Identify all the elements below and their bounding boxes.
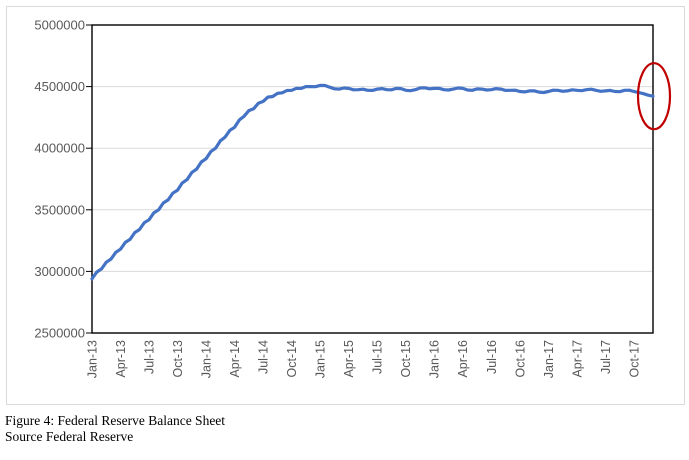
x-axis-tick-label: Jan-15 [314,340,328,378]
y-axis-tick-label: 3500000 [34,202,85,217]
annotation-ellipse [636,62,672,131]
plot-border [91,24,654,334]
x-axis-tick-label: Apr-16 [456,340,470,378]
x-axis-tick-label: Oct-17 [627,340,641,378]
y-axis-tick-label: 4500000 [34,79,85,94]
figure-caption-block: Figure 4: Federal Reserve Balance Sheet … [5,413,225,445]
x-axis-tick-label: Apr-15 [342,340,356,378]
y-axis-tick-label: 5000000 [34,18,85,33]
x-axis-tick-label: Jul-14 [257,340,271,374]
x-axis-tick-label: Oct-15 [399,340,413,378]
y-axis-tick-marks [86,24,92,334]
x-axis-tick-label: Jan-13 [85,340,99,378]
balance-sheet-line-chart: 2500000 3000000 3500000 4000000 4500000 50000… [34,18,672,378]
x-axis-tick-label: Oct-14 [285,340,299,378]
x-axis-tick-label: Jul-15 [371,340,385,374]
x-axis-labels: Jan-13 Apr-13 Jul-13 Oct-13 Jan-14 Apr-14 Jul-… [85,340,641,378]
chart-frame [6,6,685,405]
x-axis-tick-label: Oct-13 [171,340,185,378]
figure-source: Source Federal Reserve [5,429,134,444]
y-axis-tick-label: 3000000 [34,264,85,279]
y-axis-tick-label: 4000000 [34,141,85,156]
x-axis-tick-label: Jan-14 [199,340,213,378]
x-axis-tick-label: Apr-17 [570,340,584,378]
x-axis-tick-label: Jan-17 [542,340,556,378]
figure-caption: Figure 4: Federal Reserve Balance Sheet [5,413,226,428]
x-axis-tick-label: Apr-14 [228,340,242,378]
data-line [90,83,655,281]
x-axis-tick-label: Jul-17 [599,340,613,374]
gridlines [92,86,653,272]
x-axis-tick-label: Apr-13 [114,340,128,378]
x-axis-tick-label: Jul-13 [142,340,156,374]
x-axis-tick-label: Jul-16 [485,340,499,374]
y-axis-labels: 2500000 3000000 3500000 4000000 4500000 50000… [34,18,85,341]
x-axis-tick-label: Oct-16 [513,340,527,378]
x-axis-tick-label: Jan-16 [428,340,442,378]
y-axis-tick-label: 2500000 [34,326,85,341]
